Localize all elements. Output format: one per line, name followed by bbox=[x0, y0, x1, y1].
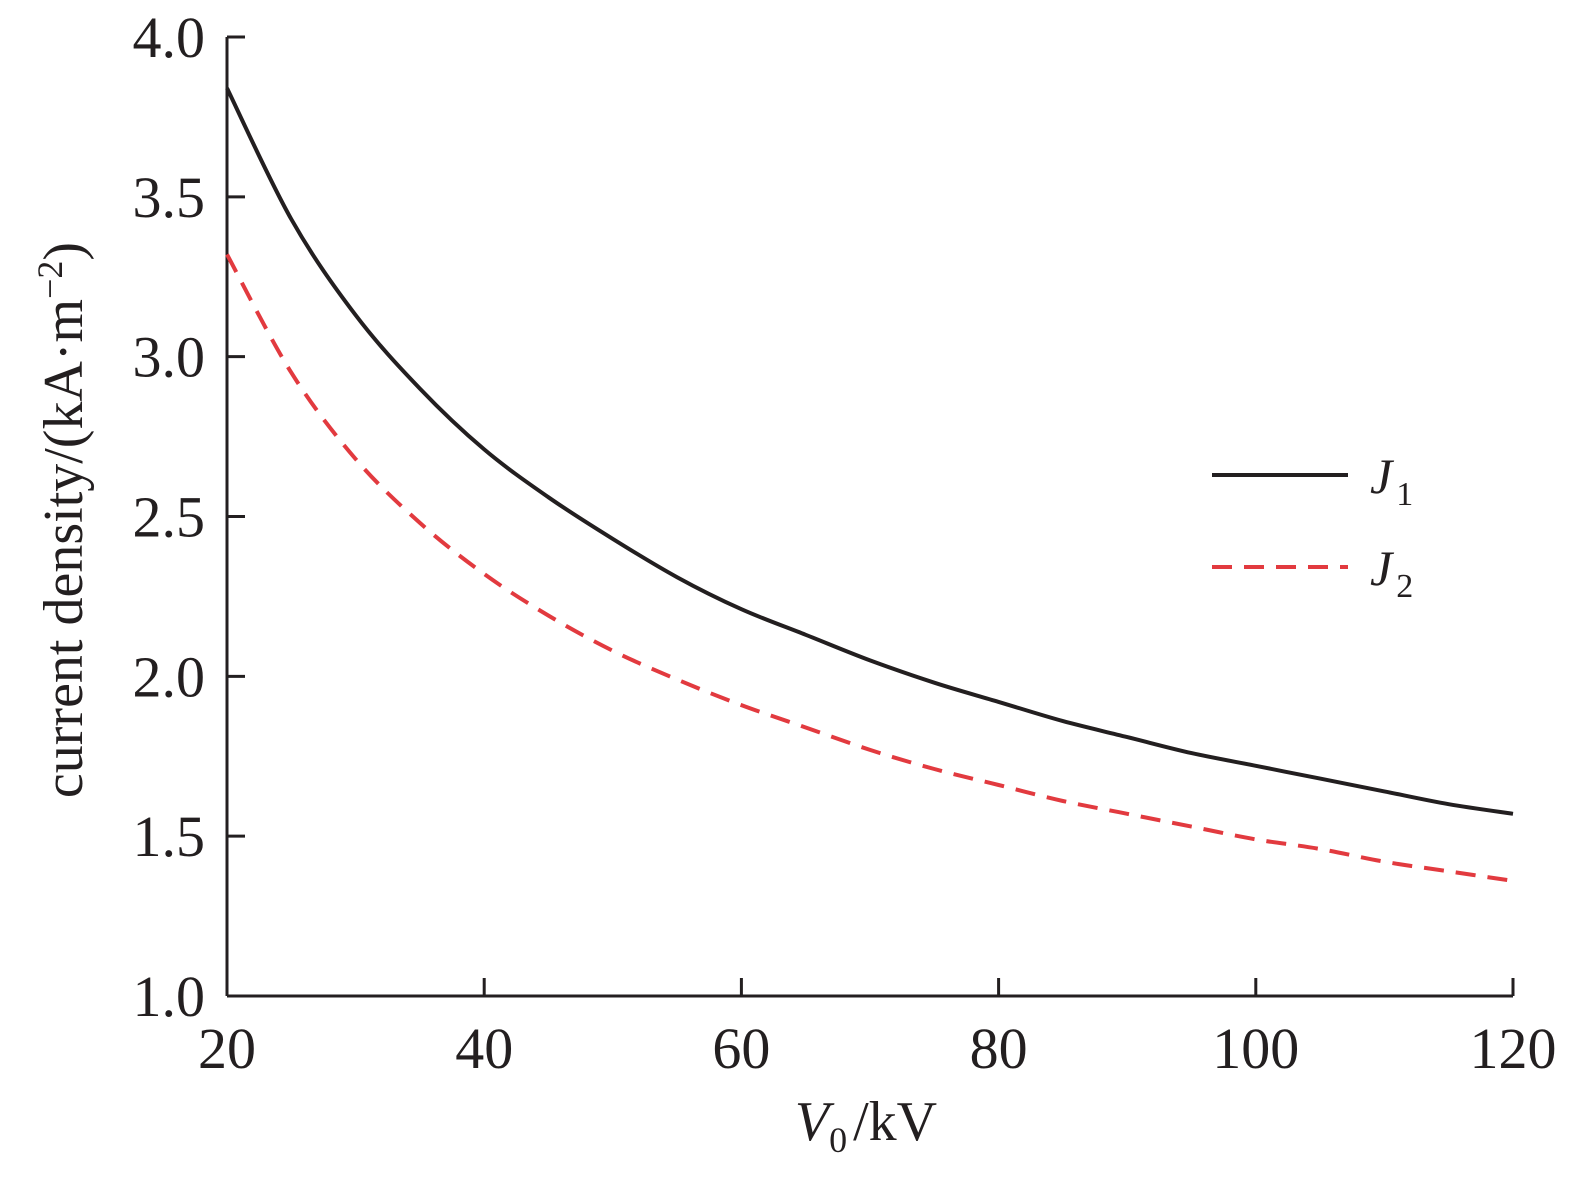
y-axis-title-main: current density/(kA·m bbox=[33, 299, 95, 798]
x-axis-title-sub: 0 bbox=[829, 1120, 847, 1160]
y-tick-label: 1.0 bbox=[133, 964, 206, 1029]
y-tick-label: 2.0 bbox=[133, 644, 206, 709]
x-tick-label: 80 bbox=[970, 1016, 1028, 1081]
y-tick-label: 3.5 bbox=[133, 165, 206, 230]
y-axis-title-sup: −2 bbox=[30, 261, 70, 299]
series-layer bbox=[225, 87, 1514, 883]
x-axis-title-unit: /kV bbox=[853, 1091, 937, 1153]
x-axis-title-main: V bbox=[795, 1091, 835, 1153]
y-tick-label: 1.5 bbox=[133, 804, 206, 869]
y-tick-label: 2.5 bbox=[133, 485, 206, 550]
y-tick-label: 3.0 bbox=[133, 325, 206, 390]
axes: 20 40 60 80 100 120 1.0 1.5 2.0 2.5 3.0 3.5 4.0 bbox=[133, 5, 1557, 1081]
x-tick-label: 40 bbox=[455, 1016, 513, 1081]
series-line-j1 bbox=[225, 87, 1514, 816]
x-tick-label: 20 bbox=[198, 1016, 256, 1081]
y-axis-title-close: ) bbox=[33, 242, 95, 261]
x-tick-label: 60 bbox=[712, 1016, 770, 1081]
y-axis-title: current density/(kA·m−2) bbox=[30, 242, 95, 798]
x-axis-title: V0/kV bbox=[795, 1091, 937, 1160]
series-line-j2 bbox=[225, 253, 1514, 883]
x-tick-label: 120 bbox=[1470, 1016, 1557, 1081]
y-tick-label: 4.0 bbox=[133, 5, 206, 70]
x-tick-label: 100 bbox=[1212, 1016, 1299, 1081]
legend: J 1J 2 bbox=[1212, 448, 1413, 605]
